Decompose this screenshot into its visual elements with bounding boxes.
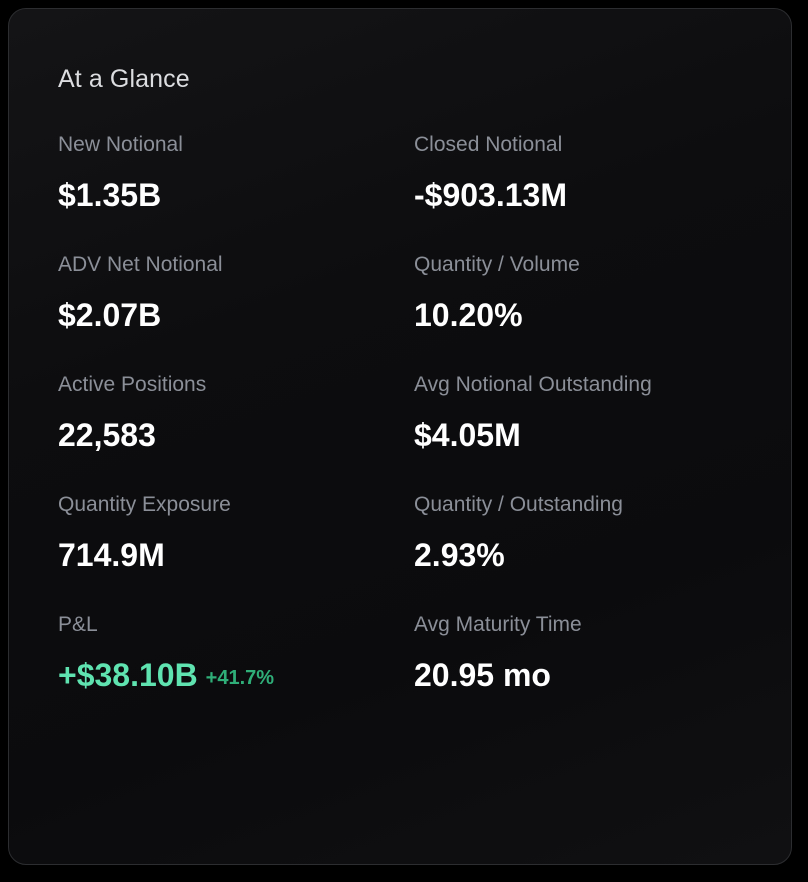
metric-quantity-outstanding: Quantity / Outstanding 2.93% bbox=[414, 491, 758, 611]
metric-active-positions: Active Positions 22,583 bbox=[58, 371, 414, 491]
metric-avg-notional-outstanding: Avg Notional Outstanding $4.05M bbox=[414, 371, 758, 491]
metric-quantity-volume: Quantity / Volume 10.20% bbox=[414, 251, 758, 371]
metric-value-row: +$38.10B +41.7% bbox=[58, 657, 414, 696]
metric-value: 2.93% bbox=[414, 537, 505, 573]
metric-value: -$903.13M bbox=[414, 177, 567, 213]
metric-value: 10.20% bbox=[414, 297, 523, 333]
metric-label: New Notional bbox=[58, 133, 183, 156]
metric-value: +$38.10B bbox=[58, 657, 198, 693]
metric-label: Quantity / Volume bbox=[414, 253, 580, 276]
metric-adv-net-notional: ADV Net Notional $2.07B bbox=[58, 251, 414, 371]
metric-label: Avg Notional Outstanding bbox=[414, 373, 652, 396]
metric-quantity-exposure: Quantity Exposure 714.9M bbox=[58, 491, 414, 611]
metric-value: 20.95 mo bbox=[414, 657, 551, 693]
metric-value: 22,583 bbox=[58, 417, 156, 453]
metric-value: 714.9M bbox=[58, 537, 165, 573]
metric-label: Quantity / Outstanding bbox=[414, 493, 623, 516]
at-a-glance-card: At a Glance New Notional $1.35B Closed N… bbox=[8, 8, 792, 865]
metric-label: Avg Maturity Time bbox=[414, 613, 582, 636]
metric-label: Active Positions bbox=[58, 373, 207, 396]
card-title: At a Glance bbox=[58, 65, 190, 93]
metric-label: ADV Net Notional bbox=[58, 253, 223, 276]
metric-value: $2.07B bbox=[58, 297, 162, 333]
metric-closed-notional: Closed Notional -$903.13M bbox=[414, 131, 758, 251]
metric-label: P&L bbox=[58, 613, 98, 636]
metric-value: $1.35B bbox=[58, 177, 162, 213]
metric-new-notional: New Notional $1.35B bbox=[58, 131, 414, 251]
metric-value: $4.05M bbox=[414, 417, 521, 453]
pnl-change-badge: +41.7% bbox=[205, 667, 275, 689]
metric-label: Quantity Exposure bbox=[58, 493, 231, 516]
metrics-grid: New Notional $1.35B Closed Notional -$90… bbox=[58, 131, 758, 731]
metric-label: Closed Notional bbox=[414, 133, 563, 156]
metric-pnl: P&L +$38.10B +41.7% bbox=[58, 611, 414, 731]
metric-avg-maturity-time: Avg Maturity Time 20.95 mo bbox=[414, 611, 758, 731]
